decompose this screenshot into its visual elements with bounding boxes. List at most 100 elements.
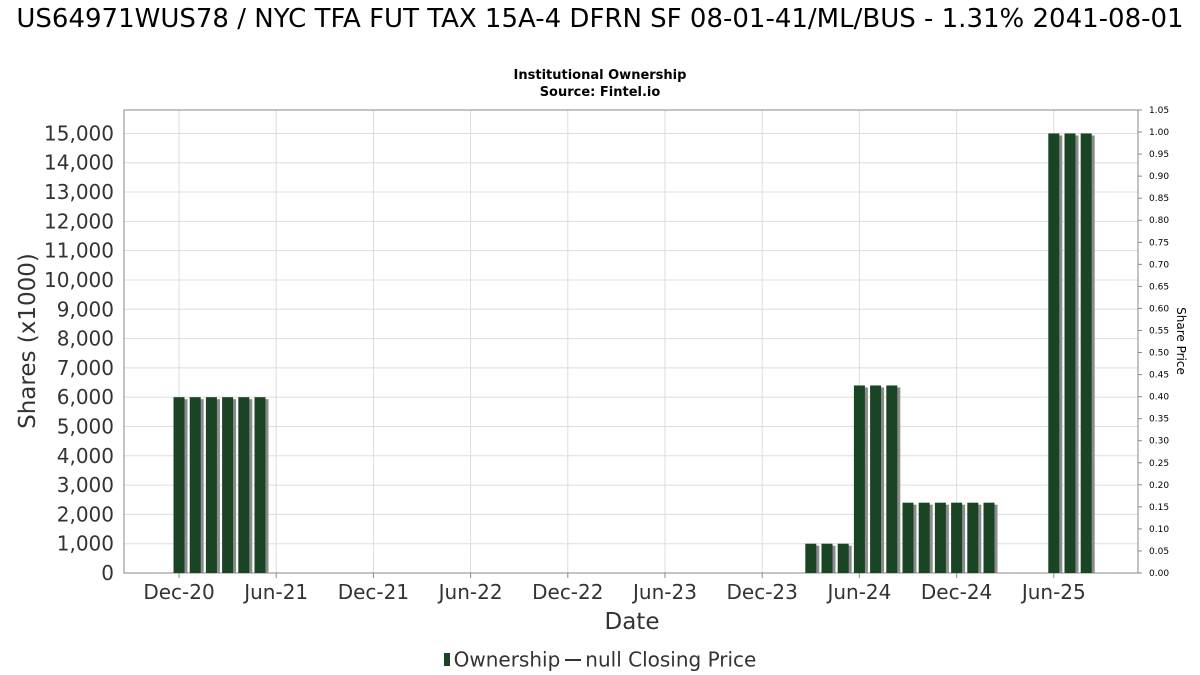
- y2-tick-label: 0.90: [1149, 172, 1169, 182]
- y2-tick-label: 0.20: [1149, 481, 1169, 491]
- bar-fill: [902, 502, 914, 573]
- ownership-bar: [254, 397, 269, 573]
- y2-tick-label: 0.35: [1149, 415, 1169, 425]
- ownership-bar: [870, 385, 885, 573]
- ownership-swatch-icon: [443, 653, 450, 666]
- ownership-bar: [1048, 133, 1063, 573]
- y2-tick-label: 0.05: [1149, 547, 1169, 557]
- plot-frame: [123, 109, 1139, 574]
- y2-tick-label: 0.95: [1149, 150, 1169, 160]
- ownership-bar: [205, 397, 220, 573]
- ownership-bar: [967, 502, 982, 573]
- bar-fill: [870, 385, 882, 573]
- chart-subtitle: Institutional Ownership Source: Fintel.i…: [0, 67, 1200, 101]
- y-tick-label: 14,000: [44, 151, 114, 175]
- x-axis-label: Date: [605, 609, 660, 635]
- y2-tick-label: 0.80: [1149, 216, 1169, 226]
- y-tick-label: 5,000: [57, 414, 114, 438]
- bar-fill: [189, 397, 201, 573]
- y2-tick-label: 0.75: [1149, 238, 1169, 248]
- y2-tick-label: 0.25: [1149, 459, 1169, 469]
- ownership-bar: [951, 502, 966, 573]
- ownership-bar: [189, 397, 204, 573]
- grid-layer: [124, 110, 1138, 574]
- y2-tick-label: 0.70: [1149, 260, 1169, 270]
- y-tick-label: 13,000: [44, 180, 114, 204]
- x-tick-label: Dec-20: [143, 580, 214, 604]
- bar-fill: [173, 397, 185, 573]
- ownership-bar: [1080, 133, 1095, 573]
- x-tick-label: Jun-22: [437, 580, 503, 604]
- bar-fill: [886, 385, 898, 573]
- bar-fill: [1064, 133, 1076, 573]
- y2-tick-label: 0.40: [1149, 393, 1169, 403]
- x-tick-label: Dec-24: [921, 580, 992, 604]
- ownership-bar: [821, 543, 836, 573]
- ownership-bar: [1064, 133, 1079, 573]
- legend: Ownership null Closing Price: [0, 646, 1200, 672]
- subtitle-ownership: Institutional Ownership: [513, 68, 687, 83]
- ownership-bar: [983, 502, 998, 573]
- legend-ownership-label: Ownership: [453, 647, 561, 672]
- bar-fill: [967, 502, 979, 573]
- x-tick-label: Dec-23: [727, 580, 798, 604]
- legend-price-label: null Closing Price: [585, 647, 757, 672]
- bar-fill: [805, 543, 817, 573]
- y2-tick-label: 0.00: [1149, 569, 1169, 579]
- y-tick-label: 11,000: [44, 239, 114, 263]
- ownership-bar: [886, 385, 901, 573]
- bar-fill: [222, 397, 234, 573]
- y2-axis-ticks: 0.00 0.05 0.10 0.15 0.20 0.25 0.30 0.35 0.40 0.45…: [1138, 106, 1169, 579]
- x-tick-label: Jun-23: [631, 580, 697, 604]
- y2-tick-label: 1.00: [1149, 128, 1169, 138]
- ownership-bar: [853, 385, 868, 573]
- x-tick-label: Jun-21: [242, 580, 308, 604]
- x-tick-label: Jun-24: [825, 580, 891, 604]
- bar-fill: [934, 502, 946, 573]
- bar-fill: [1048, 133, 1060, 573]
- y-tick-label: 3,000: [57, 473, 114, 497]
- y-tick-label: 7,000: [57, 356, 114, 380]
- y-tick-label: 15,000: [44, 121, 114, 145]
- bar-fill: [918, 502, 930, 573]
- y-tick-label: 4,000: [57, 444, 114, 468]
- bar-fill: [205, 397, 217, 573]
- ownership-bar: [934, 502, 949, 573]
- ownership-bar: [837, 543, 852, 573]
- bar-fill: [821, 543, 833, 573]
- price-line-icon: [565, 658, 582, 661]
- y2-axis-label: Share Price: [1174, 307, 1188, 375]
- bar-fill: [254, 397, 266, 573]
- bar-fill: [1080, 133, 1092, 573]
- ownership-bar: [805, 543, 820, 573]
- subtitle-source: Source: Fintel.io: [539, 85, 661, 100]
- ownership-bar: [918, 502, 933, 573]
- bar-layer: [173, 133, 1095, 573]
- y-tick-label: 8,000: [57, 327, 114, 351]
- y-tick-label: 1,000: [57, 532, 114, 556]
- y-tick-label: 6,000: [57, 385, 114, 409]
- y-tick-label: 2,000: [57, 502, 114, 526]
- bar-fill: [837, 543, 849, 573]
- y2-tick-label: 0.85: [1149, 194, 1169, 204]
- y-tick-label: 10,000: [44, 268, 114, 292]
- y2-tick-label: 0.50: [1149, 349, 1169, 359]
- x-tick-label: Dec-22: [532, 580, 603, 604]
- y-tick-label: 12,000: [44, 209, 114, 233]
- bar-fill: [951, 502, 963, 573]
- ownership-bar: [173, 397, 188, 573]
- y-axis-label: Shares (x1000): [15, 253, 41, 429]
- x-tick-label: Dec-21: [338, 580, 409, 604]
- x-tick-label: Jun-25: [1020, 580, 1086, 604]
- y2-tick-label: 0.55: [1149, 326, 1169, 336]
- y2-tick-label: 0.30: [1149, 437, 1169, 447]
- y2-tick-label: 1.05: [1149, 106, 1169, 116]
- bar-fill: [853, 385, 865, 573]
- y-axis-ticks: 0 1,000 2,000 3,000 4,000 5,000 6,000 7,000 8,00…: [44, 121, 114, 585]
- y2-tick-label: 0.10: [1149, 525, 1169, 535]
- x-axis-ticks: Dec-20 Jun-21 Dec-21 Jun-22 Dec-22 Jun-23 Dec-…: [143, 573, 1086, 604]
- ownership-bar: [902, 502, 917, 573]
- y2-tick-label: 0.45: [1149, 371, 1169, 381]
- y-tick-label: 0: [101, 561, 114, 585]
